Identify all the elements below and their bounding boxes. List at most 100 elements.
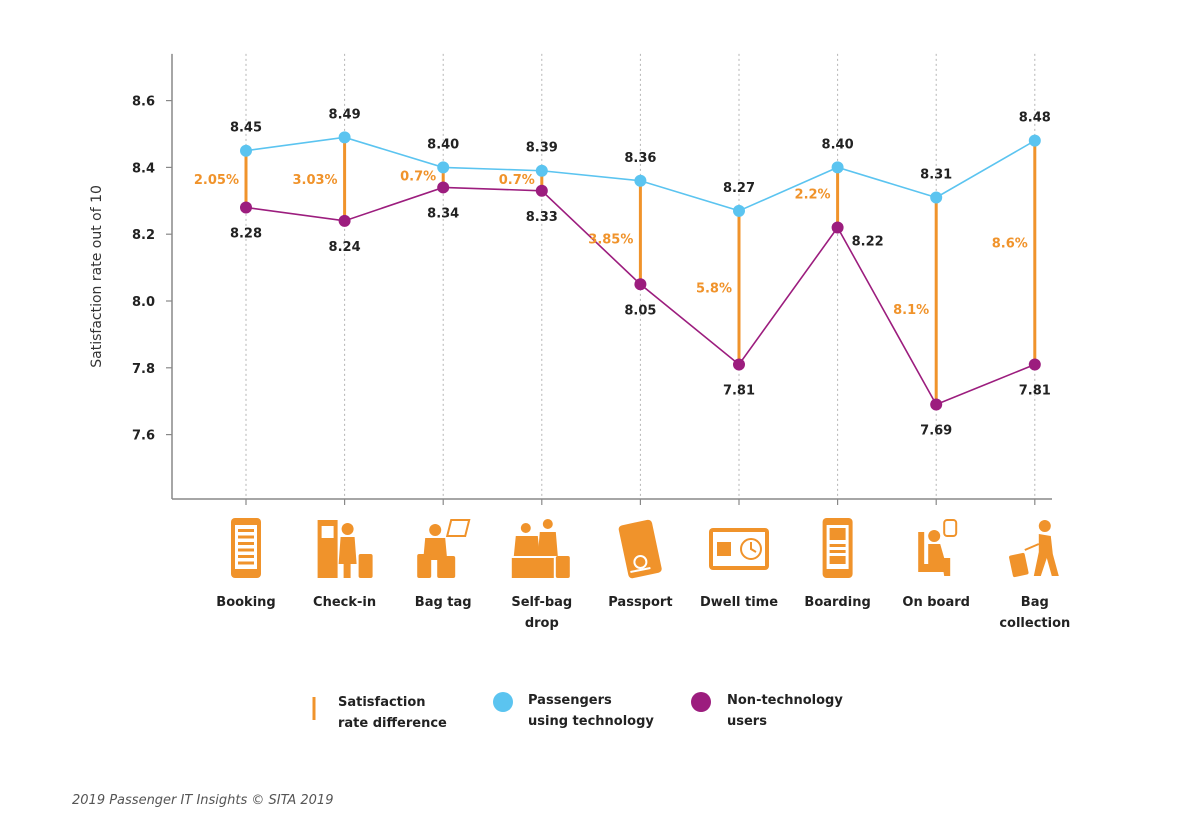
- legend-label-tech: Passengers: [528, 693, 612, 708]
- clock-hands: [750, 542, 757, 553]
- difference-label: 8.1%: [893, 303, 929, 318]
- tech-point: [930, 191, 943, 204]
- person-head: [542, 519, 553, 529]
- phone-line: [238, 535, 254, 539]
- category-label: Boarding: [804, 595, 870, 610]
- phone-line: [238, 542, 254, 545]
- nontech-value-label: 7.81: [1019, 383, 1051, 398]
- nontech-value-label: 8.33: [526, 210, 558, 225]
- pass-header: [829, 528, 846, 540]
- tech-value-label: 8.40: [822, 137, 854, 152]
- legend-label-tech: using technology: [528, 714, 654, 729]
- y-tick-label: 8.0: [132, 295, 155, 310]
- tech-value-label: 8.49: [329, 107, 361, 122]
- passport-emblem: [633, 555, 648, 569]
- y-tick-label: 8.6: [132, 95, 155, 110]
- person-body: [537, 532, 558, 556]
- phone-line: [238, 561, 254, 565]
- legend-label-nontech: users: [727, 714, 767, 729]
- y-tick-label: 8.4: [132, 161, 155, 176]
- tech-value-label: 8.31: [920, 167, 952, 182]
- window: [943, 519, 958, 537]
- nontech-value-label: 8.34: [427, 206, 459, 221]
- category-label: Bag: [1021, 595, 1049, 610]
- nontech-value-label: 7.69: [920, 424, 952, 439]
- difference-label: 0.7%: [400, 169, 436, 184]
- source-note: 2019 Passenger IT Insights © SITA 2019: [72, 793, 334, 808]
- person-head: [520, 523, 531, 533]
- smartphone-icon: [231, 518, 261, 578]
- category-label: Dwell time: [700, 595, 778, 610]
- nontech-value-label: 7.81: [723, 383, 755, 398]
- difference-label: 0.7%: [499, 173, 535, 188]
- y-axis-title: Satisfaction rate out of 10: [89, 185, 105, 368]
- category-labels: Booking Check-in Bag tag Self-bag drop Passpo…: [216, 595, 1070, 631]
- suitcase: [1009, 552, 1029, 578]
- category-label: On board: [902, 595, 970, 610]
- self-bag-drop-icon: [511, 519, 570, 578]
- bag-tag-icon: [417, 519, 471, 578]
- suitcase: [555, 556, 570, 578]
- pass-line: [829, 544, 846, 547]
- grid-layer: [245, 53, 1036, 499]
- suitcase-handle: [1024, 543, 1040, 551]
- nontech-value-label: 8.22: [852, 235, 884, 250]
- legend-label-difference: rate difference: [338, 716, 447, 731]
- nontech-point: [1028, 358, 1041, 371]
- tech-point: [338, 131, 351, 144]
- nontech-value-label: 8.28: [230, 226, 262, 241]
- drop-counter: [511, 558, 554, 578]
- tech-value-label: 8.36: [624, 151, 656, 166]
- tech-point: [240, 144, 252, 157]
- difference-label: 2.2%: [795, 187, 831, 202]
- difference-bars: [244, 137, 1037, 405]
- check-in-kiosk-icon: [317, 520, 373, 578]
- difference-label: 3.03%: [292, 173, 337, 188]
- suitcase: [437, 556, 456, 578]
- nontech-point: [535, 184, 548, 197]
- dwell-time-icon: [709, 528, 769, 570]
- phone-line: [238, 529, 254, 532]
- person-body: [338, 537, 357, 578]
- nontech-value-label: 8.24: [329, 240, 361, 255]
- nontech-point: [338, 214, 351, 227]
- category-label: Bag tag: [415, 595, 472, 610]
- tech-point: [634, 174, 647, 187]
- suitcase: [417, 554, 432, 578]
- category-label: collection: [999, 616, 1070, 631]
- tag-screen: [445, 519, 471, 537]
- phone-line: [238, 555, 254, 558]
- tech-value-label: 8.27: [723, 181, 755, 196]
- category-label: drop: [525, 616, 559, 631]
- boarding-pass-icon: [822, 518, 853, 578]
- calendar: [717, 542, 731, 556]
- bag-collection-icon: [1009, 520, 1059, 578]
- person-head: [1038, 520, 1051, 532]
- kiosk-screen: [321, 526, 334, 538]
- axis-layer: 7.6 7.8 8.0 8.2 8.4 8.6 Satisfaction rate out …: [89, 53, 1052, 505]
- tech-value-label: 8.39: [526, 141, 558, 156]
- nontech-point: [240, 201, 252, 214]
- clock: [740, 538, 762, 560]
- nontech-point: [930, 398, 943, 411]
- legend-marker-nontech: [691, 692, 711, 712]
- tech-point: [1028, 134, 1041, 147]
- passport-line: [630, 567, 651, 573]
- difference-label: 5.8%: [696, 282, 732, 297]
- legend-marker-tech: [493, 692, 513, 712]
- difference-label: 2.05%: [194, 173, 239, 188]
- tech-point: [535, 164, 548, 177]
- category-label: Self-bag: [511, 595, 572, 610]
- y-tick-label: 7.8: [132, 362, 155, 377]
- category-icons: [231, 518, 1059, 579]
- nontech-point: [831, 221, 844, 234]
- tech-value-label: 8.40: [427, 137, 459, 152]
- data-labels: 8.45 8.28 8.49 8.24 8.40 8.34 8.39 8.33 8.36 8.05…: [194, 107, 1051, 438]
- nontech-value-label: 8.05: [624, 303, 656, 318]
- person-body: [513, 536, 540, 556]
- legend: Satisfaction rate difference Passengers usi…: [312, 692, 843, 731]
- person-head: [341, 523, 354, 535]
- series-points: [240, 131, 1041, 411]
- person-head: [928, 530, 941, 542]
- tech-value-label: 8.48: [1019, 111, 1051, 126]
